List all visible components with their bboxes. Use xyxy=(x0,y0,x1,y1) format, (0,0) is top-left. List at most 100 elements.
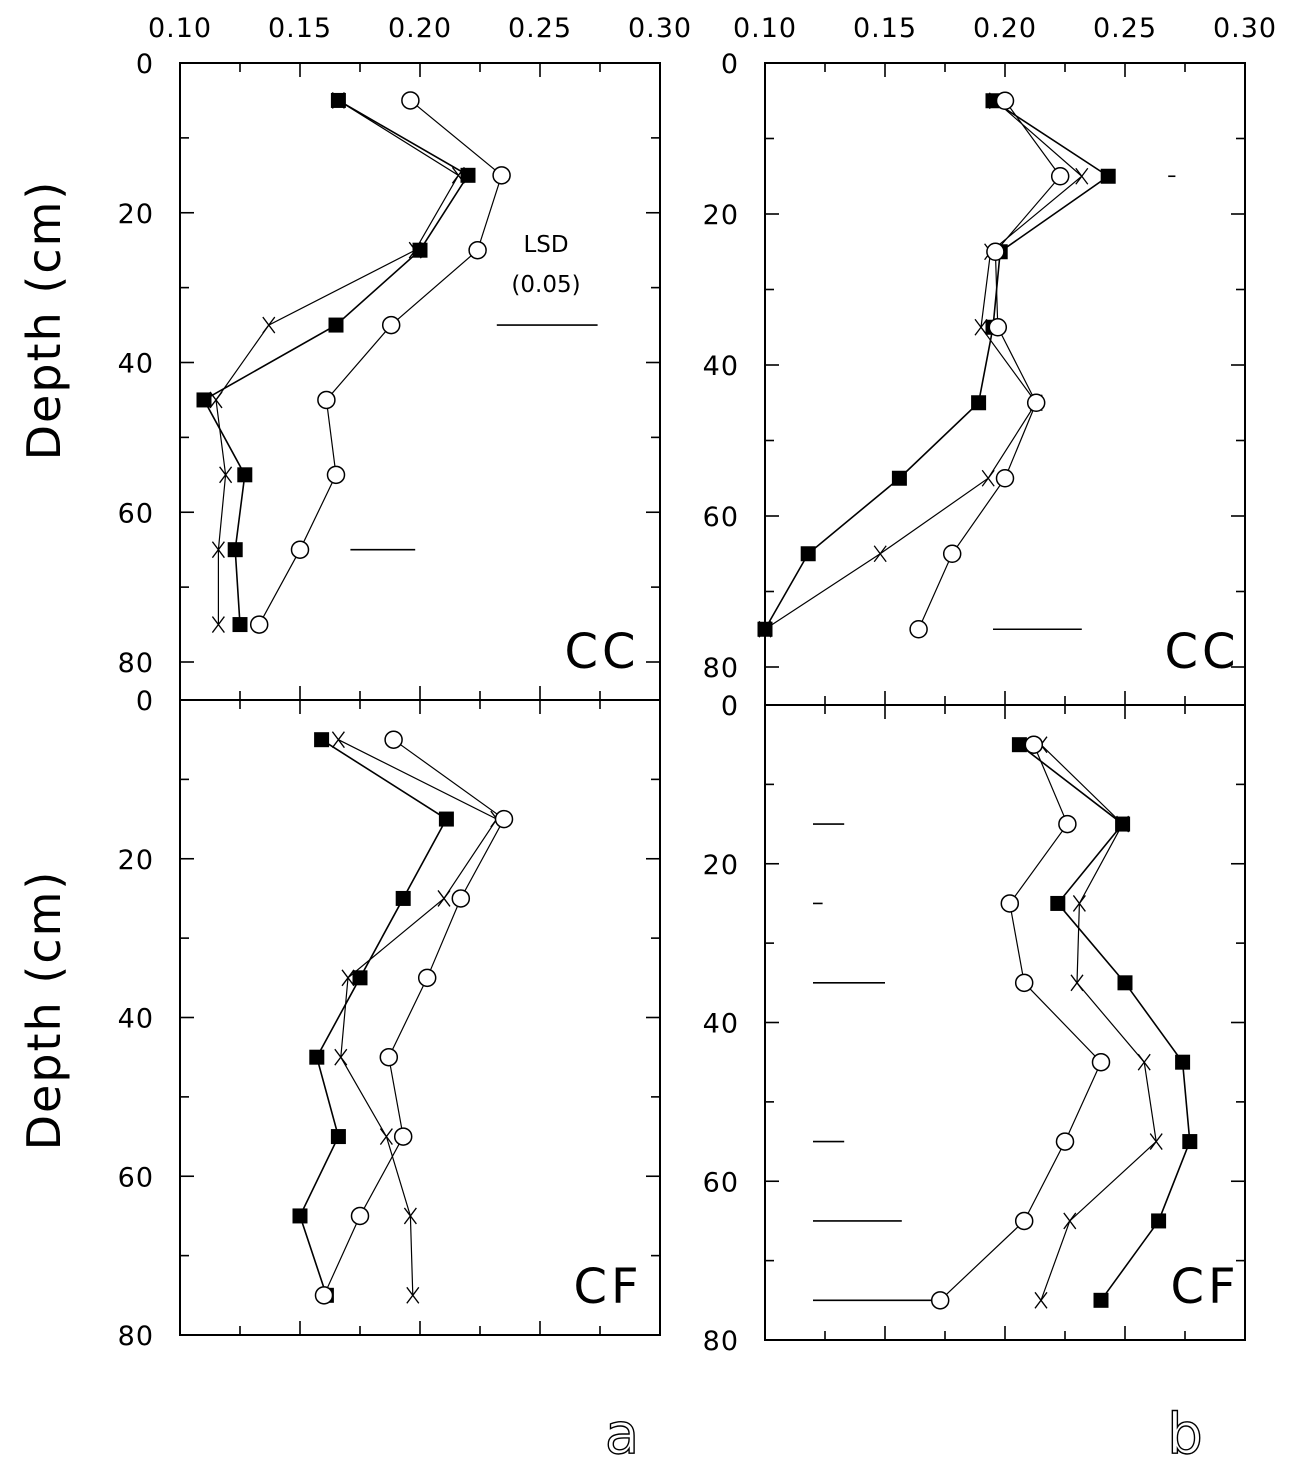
data-point-circle xyxy=(1055,1132,1075,1151)
data-point-circle xyxy=(995,91,1015,110)
data-point-x xyxy=(209,391,223,409)
y-tick-label: 80 xyxy=(703,1326,739,1357)
data-point-circle xyxy=(468,240,487,260)
y-tick-label: 60 xyxy=(703,502,739,533)
data-point-circle xyxy=(290,540,310,559)
data-point-square xyxy=(352,970,368,986)
data-point-circle xyxy=(986,242,1005,261)
y-axis-label-top: Depth (cm) xyxy=(17,180,71,461)
data-point-x xyxy=(1072,895,1086,912)
data-point-x xyxy=(341,969,355,987)
panel-b-CF: 0 20 40 60 80 CF xyxy=(703,691,1246,1357)
data-point-square xyxy=(1117,975,1133,991)
panel-a-CC: 0.10 0.15 0.20 0.25 0.30 0 20 40 60 80 CC xyxy=(118,13,692,701)
series-line-x xyxy=(764,100,1083,630)
series-line-open-circle xyxy=(939,744,1102,1301)
data-point-square xyxy=(971,395,987,411)
lsd-label: LSD xyxy=(523,232,568,258)
x-tick-label: 0.30 xyxy=(628,13,692,44)
series-line-open-circle xyxy=(258,99,503,625)
data-point-square xyxy=(1151,1213,1167,1229)
y-tick-label: 0 xyxy=(721,691,739,722)
data-point-square xyxy=(412,242,428,258)
series-line-filled-square xyxy=(299,739,448,1296)
data-point-x xyxy=(211,541,225,559)
data-point-square xyxy=(1093,1292,1109,1308)
data-point-square xyxy=(460,167,476,183)
data-point-x xyxy=(1070,974,1084,992)
data-point-square xyxy=(328,317,344,333)
series-line-open-circle xyxy=(918,100,1061,630)
y-tick-label: 40 xyxy=(118,349,154,380)
data-point-square xyxy=(196,392,212,408)
data-point-square xyxy=(1011,737,1027,753)
data-point-x xyxy=(403,1207,417,1225)
data-point-circle xyxy=(1014,1211,1034,1231)
data-point-x xyxy=(406,1286,420,1304)
data-point-square xyxy=(309,1049,325,1065)
panel-b-CC: 0.10 0.15 0.20 0.25 0.30 0 20 40 60 80 CC xyxy=(703,13,1276,706)
data-point-square xyxy=(438,811,454,827)
data-point-square xyxy=(891,470,907,486)
y-tick-label: 80 xyxy=(703,653,739,684)
y-tick-label: 20 xyxy=(703,850,739,881)
data-point-circle xyxy=(1091,1052,1111,1072)
data-point-square xyxy=(237,467,253,483)
data-point-circle xyxy=(1024,735,1044,754)
x-tick-label: 0.20 xyxy=(388,13,452,44)
y-tick-label: 40 xyxy=(703,1009,739,1040)
data-point-x xyxy=(981,469,995,487)
y-tick-label: 40 xyxy=(118,1004,154,1035)
y-tick-label: 0 xyxy=(136,686,154,717)
data-point-circle xyxy=(942,544,962,563)
y-tick-label: 0 xyxy=(721,49,739,80)
data-point-circle xyxy=(1050,167,1070,186)
series-line-filled-square xyxy=(202,99,470,625)
data-point-circle xyxy=(314,1286,334,1305)
data-point-circle xyxy=(379,1047,399,1067)
data-point-x xyxy=(1034,1291,1048,1309)
y-tick-label: 20 xyxy=(703,200,739,231)
data-point-circle xyxy=(494,809,514,829)
data-point-circle xyxy=(417,968,437,988)
panel-letter-b: b xyxy=(1167,1402,1203,1463)
x-tick-label: 0.15 xyxy=(268,13,332,44)
data-point-circle xyxy=(317,390,336,410)
data-point-square xyxy=(330,1129,346,1145)
data-point-x xyxy=(219,466,233,484)
data-point-circle xyxy=(384,730,403,749)
data-point-circle xyxy=(401,91,420,110)
series-line-open-circle xyxy=(323,739,505,1296)
data-point-x xyxy=(1063,1212,1077,1230)
series-line-x xyxy=(338,739,498,1296)
data-point-square xyxy=(1182,1134,1198,1150)
data-point-square xyxy=(1175,1054,1191,1070)
panel-tag: CC xyxy=(1164,624,1239,680)
y-tick-label: 80 xyxy=(118,648,154,679)
lsd-level-label: (0.05) xyxy=(511,272,580,298)
data-point-x xyxy=(1137,1053,1151,1071)
y-tick-label: 20 xyxy=(118,199,154,230)
data-point-circle xyxy=(393,1127,413,1146)
data-point-circle xyxy=(249,615,269,634)
data-point-x xyxy=(451,166,465,184)
data-point-circle xyxy=(1058,814,1077,834)
y-tick-label: 80 xyxy=(118,1321,154,1352)
data-point-square xyxy=(292,1208,308,1224)
data-point-x xyxy=(1149,1133,1163,1150)
data-point-x xyxy=(262,316,276,334)
data-point-square xyxy=(1100,168,1116,184)
data-point-square xyxy=(395,890,411,906)
data-point-x xyxy=(211,616,225,633)
series-line-filled-square xyxy=(764,100,1110,630)
data-point-x xyxy=(974,318,988,336)
data-point-circle xyxy=(1026,393,1046,412)
y-tick-label: 20 xyxy=(118,845,154,876)
y-axis-label-bottom: Depth (cm) xyxy=(17,870,71,1151)
data-point-circle xyxy=(909,620,928,639)
data-point-square xyxy=(232,617,248,633)
y-tick-label: 60 xyxy=(118,498,154,529)
panel-a-CF: 0 20 40 60 80 CF xyxy=(118,686,661,1352)
